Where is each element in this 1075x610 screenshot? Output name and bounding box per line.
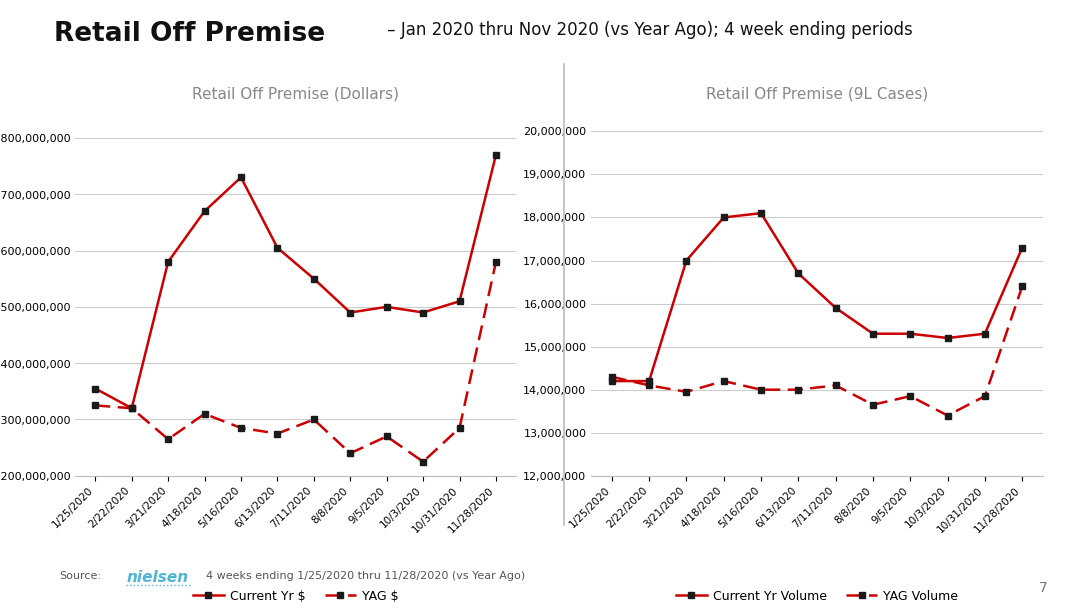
Text: 7: 7 bbox=[1040, 581, 1048, 595]
Text: n: n bbox=[1043, 21, 1058, 41]
Legend: Current Yr $, YAG $: Current Yr $, YAG $ bbox=[188, 584, 403, 608]
Text: 4 weeks ending 1/25/2020 thru 11/28/2020 (vs Year Ago): 4 weeks ending 1/25/2020 thru 11/28/2020… bbox=[206, 572, 526, 581]
Text: Retail Off Premise: Retail Off Premise bbox=[54, 21, 325, 48]
Legend: Current Yr Volume, YAG Volume: Current Yr Volume, YAG Volume bbox=[671, 584, 963, 608]
Text: – Jan 2020 thru Nov 2020 (vs Year Ago); 4 week ending periods: – Jan 2020 thru Nov 2020 (vs Year Ago); … bbox=[382, 21, 913, 40]
Title: Retail Off Premise (9L Cases): Retail Off Premise (9L Cases) bbox=[706, 87, 928, 102]
Text: nielsen: nielsen bbox=[127, 570, 189, 585]
Title: Retail Off Premise (Dollars): Retail Off Premise (Dollars) bbox=[192, 87, 399, 102]
Text: Source:: Source: bbox=[59, 572, 101, 581]
